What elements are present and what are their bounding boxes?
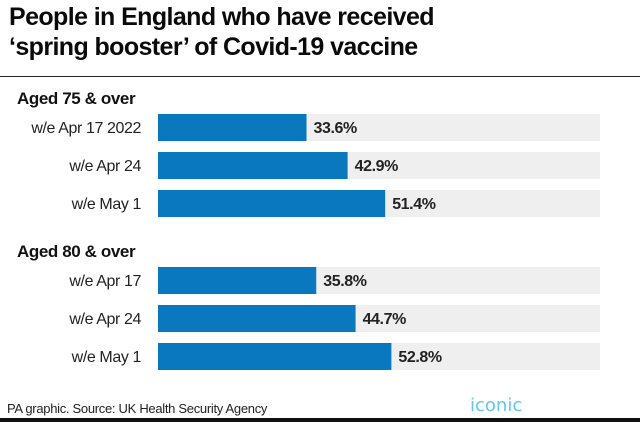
category-label: w/e May 1 bbox=[71, 349, 142, 366]
chart-title-line-1: People in England who have received bbox=[9, 3, 435, 31]
data-label: 44.7% bbox=[363, 311, 407, 328]
bar bbox=[158, 343, 392, 370]
bar bbox=[158, 267, 317, 294]
bar bbox=[158, 190, 386, 217]
data-label: 52.8% bbox=[398, 349, 442, 366]
chart-title: People in England who have received ‘spr… bbox=[9, 2, 435, 62]
bar bbox=[158, 152, 348, 179]
bar bbox=[158, 114, 307, 141]
category-label: w/e May 1 bbox=[71, 196, 142, 213]
bottom-bar bbox=[0, 418, 640, 422]
title-divider bbox=[0, 76, 640, 77]
category-label: w/e Apr 24 bbox=[68, 158, 141, 175]
data-label: 33.6% bbox=[314, 120, 358, 137]
group-heading: Aged 75 & over bbox=[17, 89, 136, 108]
category-label: w/e Apr 24 bbox=[68, 311, 141, 328]
bar bbox=[158, 305, 356, 332]
category-label: w/e Apr 17 2022 bbox=[30, 120, 141, 137]
category-label: w/e Apr 17 bbox=[68, 273, 141, 290]
group-heading: Aged 80 & over bbox=[17, 242, 136, 261]
data-label: 42.9% bbox=[355, 158, 399, 175]
source-credit: PA graphic. Source: UK Health Security A… bbox=[7, 401, 268, 416]
data-label: 51.4% bbox=[392, 196, 436, 213]
chart-title-line-2: ‘spring booster’ of Covid-19 vaccine bbox=[9, 33, 418, 61]
data-label: 35.8% bbox=[323, 273, 367, 290]
